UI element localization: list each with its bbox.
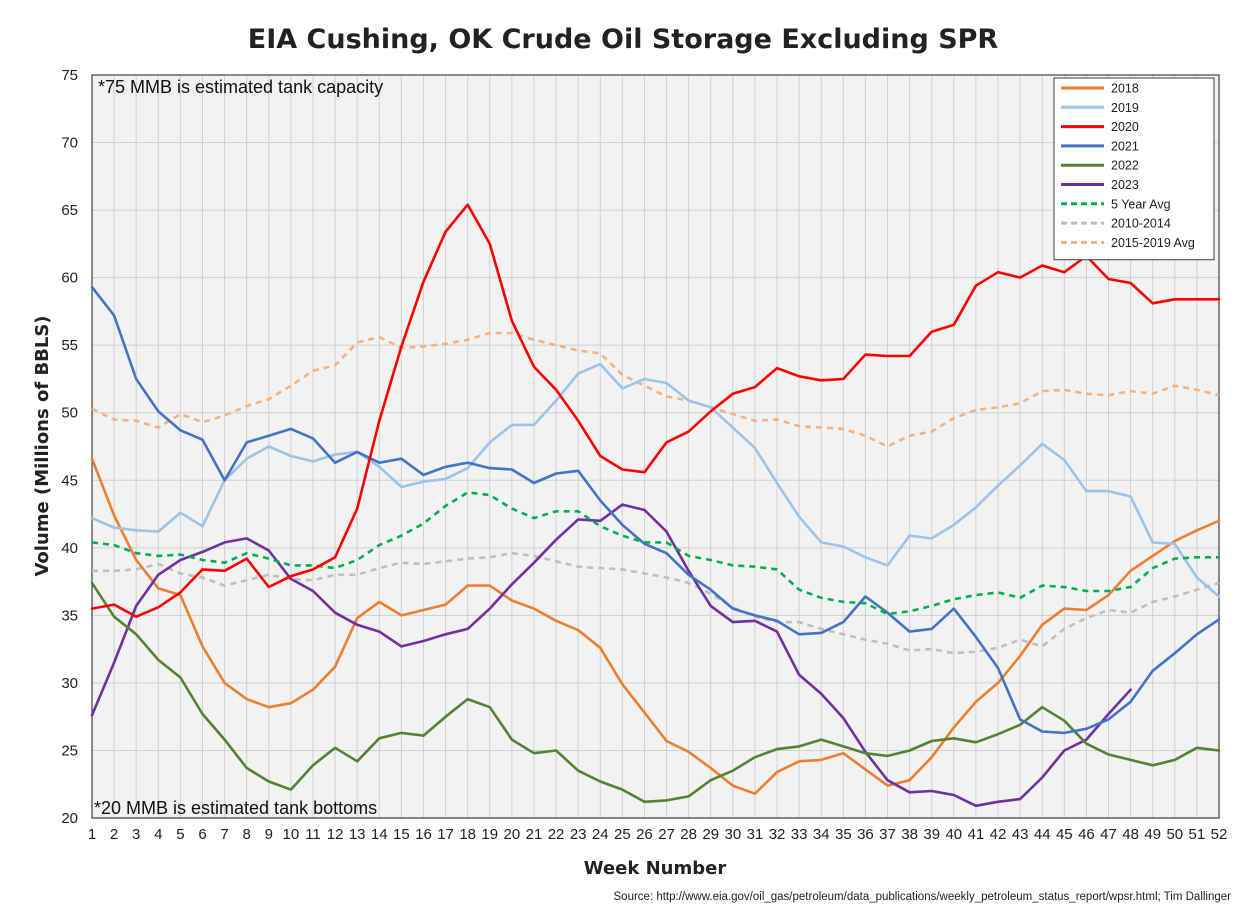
- y-tick-label: 55: [61, 337, 78, 354]
- x-tick-label: 19: [481, 826, 498, 843]
- y-tick-label: 75: [61, 67, 78, 84]
- x-tick-label: 31: [747, 826, 764, 843]
- y-tick-label: 50: [61, 405, 78, 422]
- tank-bottoms-annotation: *20 MMB is estimated tank bottoms: [94, 798, 377, 818]
- series-line-2020: [90, 203, 1221, 619]
- x-tick-label: 47: [1100, 826, 1117, 843]
- legend-entry-label: 2018: [1111, 82, 1139, 96]
- series-line-2015-2019-avg: [91, 331, 1220, 448]
- x-tick-label: 32: [769, 826, 786, 843]
- x-tick-label: 29: [702, 826, 719, 843]
- x-tick-label: 50: [1166, 826, 1183, 843]
- series-layer: [90, 203, 1221, 808]
- plot-area: [92, 75, 1219, 818]
- x-tick-labels: 1 2 3 4 5 6 7 8 9 10 11 12 13 14 15 16 17 18 19 20 21 22 23 24 2…: [88, 826, 1228, 843]
- y-tick-label: 45: [61, 472, 78, 489]
- y-tick-label: 35: [61, 607, 78, 624]
- x-tick-label: 42: [990, 826, 1007, 843]
- plot-border: [91, 74, 1220, 819]
- x-tick-label: 8: [243, 826, 251, 843]
- x-tick-label: 34: [813, 826, 830, 843]
- x-tick-label: 39: [923, 826, 940, 843]
- y-tick-label: 70: [61, 135, 78, 152]
- y-tick-label: 30: [61, 675, 78, 692]
- x-tick-label: 16: [415, 826, 432, 843]
- x-tick-label: 49: [1144, 826, 1161, 843]
- legend-entry-label: 2020: [1111, 120, 1139, 134]
- x-tick-label: 6: [198, 826, 206, 843]
- x-tick-label: 3: [132, 826, 140, 843]
- x-tick-label: 20: [504, 826, 521, 843]
- x-tick-label: 37: [879, 826, 896, 843]
- x-tick-label: 18: [459, 826, 476, 843]
- x-tick-label: 23: [570, 826, 587, 843]
- x-axis-label: Week Number: [584, 858, 727, 879]
- x-tick-label: 40: [945, 826, 962, 843]
- x-tick-label: 45: [1056, 826, 1073, 843]
- x-tick-label: 22: [548, 826, 565, 843]
- x-tick-label: 11: [305, 826, 321, 843]
- legend-entry-label: 5 Year Avg: [1111, 197, 1171, 211]
- x-tick-label: 24: [592, 826, 609, 843]
- series-line-2018: [90, 457, 1221, 796]
- capacity-annotation: *75 MMB is estimated tank capacity: [98, 77, 383, 97]
- x-tick-label: 27: [658, 826, 675, 843]
- x-tick-label: 28: [680, 826, 697, 843]
- x-tick-label: 30: [724, 826, 741, 843]
- x-tick-label: 5: [176, 826, 184, 843]
- x-tick-label: 2: [110, 826, 118, 843]
- legend-entry-label: 2010-2014: [1111, 217, 1171, 231]
- x-tick-label: 38: [901, 826, 918, 843]
- source-note: Source: http://www.eia.gov/oil_gas/petro…: [614, 891, 1232, 903]
- x-tick-label: 44: [1034, 826, 1051, 843]
- x-tick-label: 41: [968, 826, 985, 843]
- y-axis-label: Volume (Millions of BBLS): [32, 315, 53, 576]
- x-tick-label: 25: [614, 826, 631, 843]
- series-line-2019: [90, 362, 1221, 598]
- legend-entry-label: 2019: [1111, 101, 1139, 115]
- x-tick-label: 51: [1189, 826, 1206, 843]
- x-tick-label: 48: [1122, 826, 1139, 843]
- x-tick-label: 10: [283, 826, 300, 843]
- x-gridlines: [91, 75, 1220, 818]
- x-tick-label: 36: [857, 826, 874, 843]
- x-tick-label: 12: [327, 826, 344, 843]
- legend: 2018 2019 2020 2021 2022 2023 5 Year Avg 2010-2…: [1053, 77, 1215, 261]
- x-tick-label: 43: [1012, 826, 1029, 843]
- legend-entry-label: 2015-2019 Avg: [1111, 236, 1195, 250]
- x-tick-label: 46: [1078, 826, 1095, 843]
- x-tick-label: 9: [265, 826, 273, 843]
- y-tick-label: 40: [61, 540, 78, 557]
- series-line-2021: [90, 285, 1221, 735]
- series-line-2010-2014: [92, 551, 1220, 655]
- y-tick-labels: 20 25 30 35 40 45 50 55 60 65 70 75: [61, 67, 78, 827]
- y-tick-label: 20: [61, 810, 78, 827]
- x-tick-label: 1: [88, 826, 96, 843]
- x-tick-label: 21: [526, 826, 543, 843]
- x-tick-label: 7: [220, 826, 228, 843]
- x-tick-label: 17: [437, 826, 454, 843]
- legend-entry-label: 2023: [1111, 178, 1139, 192]
- series-line-5-year-avg: [91, 491, 1219, 616]
- chart-title: EIA Cushing, OK Crude Oil Storage Exclud…: [248, 24, 999, 55]
- x-tick-label: 35: [835, 826, 852, 843]
- x-tick-label: 14: [371, 826, 388, 843]
- legend-entry-label: 2021: [1111, 139, 1139, 153]
- x-tick-label: 26: [636, 826, 653, 843]
- y-tick-label: 25: [61, 742, 78, 759]
- x-tick-label: 4: [154, 826, 162, 843]
- x-tick-label: 15: [393, 826, 410, 843]
- y-tick-label: 65: [61, 202, 78, 219]
- x-tick-label: 33: [791, 826, 808, 843]
- x-tick-label: 52: [1211, 826, 1228, 843]
- x-tick-label: 13: [349, 826, 366, 843]
- y-tick-label: 60: [61, 270, 78, 287]
- legend-entry-label: 2022: [1111, 159, 1139, 173]
- series-line-2022: [90, 581, 1221, 804]
